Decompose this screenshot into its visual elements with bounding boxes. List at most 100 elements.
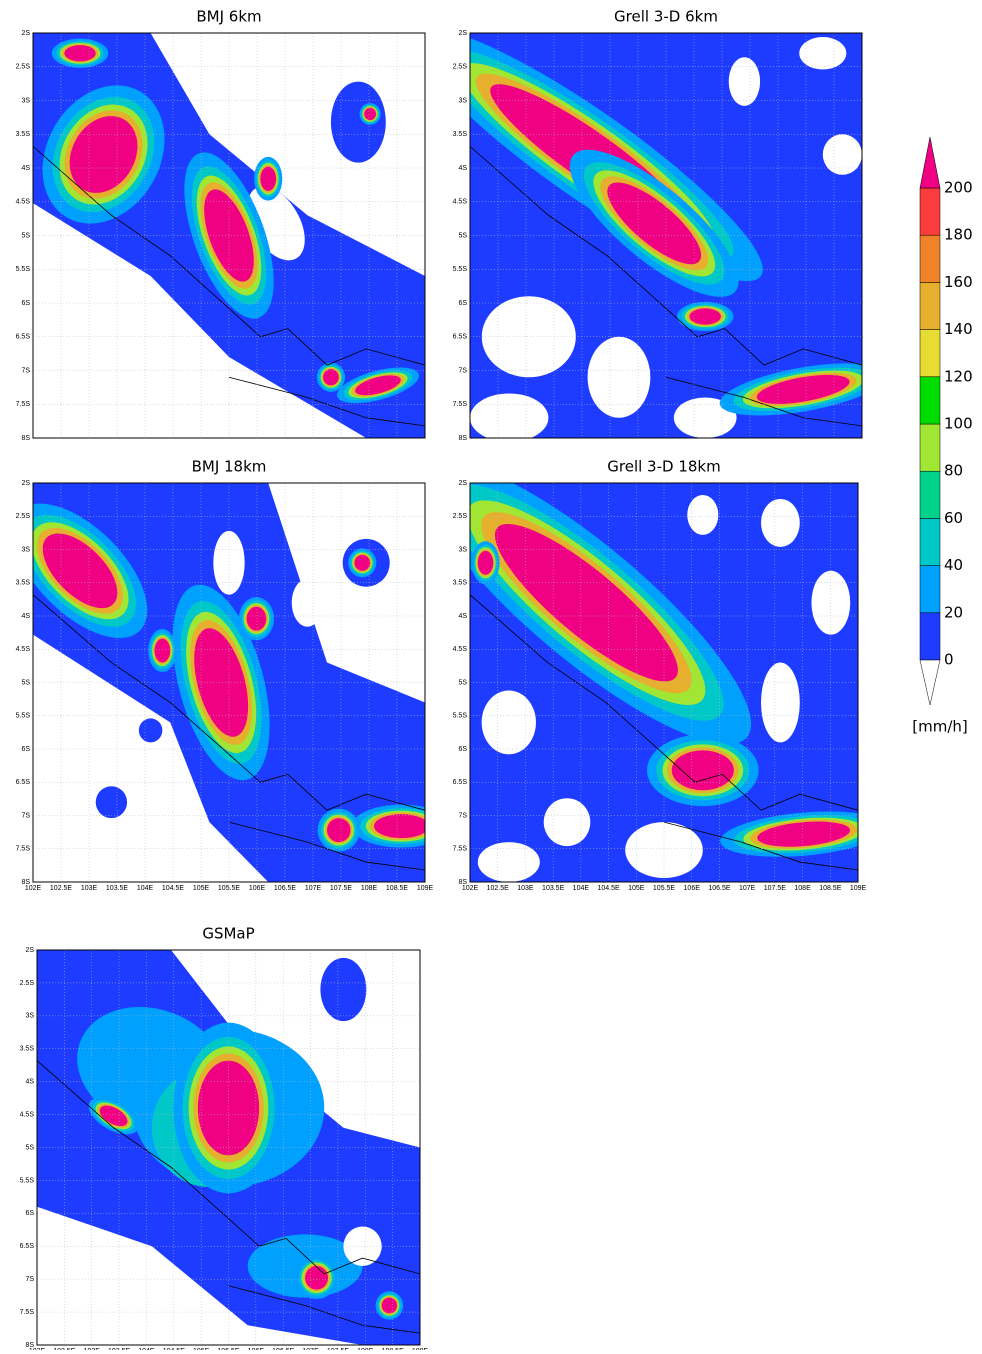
heavy-rain xyxy=(155,639,171,663)
lat-label: 6S xyxy=(458,746,467,753)
colorbar-label: 160 xyxy=(944,273,973,291)
heavy-rain xyxy=(64,45,95,61)
lon-label: 108.5E xyxy=(386,885,409,892)
lat-label: 3.5S xyxy=(20,1046,35,1053)
lon-label: 105.5E xyxy=(653,885,676,892)
lon-label: 102E xyxy=(462,885,479,892)
colorbar-label: 40 xyxy=(944,556,963,574)
panel-title: BMJ 18km xyxy=(192,458,267,476)
rain-area xyxy=(320,958,366,1021)
lat-label: 3S xyxy=(21,546,30,553)
colorbar-label: 120 xyxy=(944,367,973,385)
colorbar-segment xyxy=(920,424,940,471)
lat-label: 2.5S xyxy=(16,64,31,71)
lon-label: 103E xyxy=(517,885,534,892)
lon-label: 103E xyxy=(81,885,98,892)
lon-label: 107.5E xyxy=(764,885,787,892)
lat-label: 3.5S xyxy=(16,131,31,138)
colorbar-label: 0 xyxy=(944,651,954,669)
dry-area xyxy=(482,690,536,754)
lat-label: 7S xyxy=(458,367,467,374)
panel: GSMaP2S2.5S3S3.5S4S4.5S5S5.5S6S6.5S7S7.5… xyxy=(20,925,429,1351)
lat-label: 7.5S xyxy=(453,401,468,408)
lat-label: 7S xyxy=(21,812,30,819)
lat-label: 5S xyxy=(458,679,467,686)
lon-label: 104E xyxy=(573,885,590,892)
rain-area xyxy=(96,786,127,818)
panel: Grell 3-D 6km2S2.5S3S3.5S4S4.5S5S5.5S6S6… xyxy=(389,0,890,442)
figure: BMJ 6km 2S 2.5S 3S 3.5S 4S 4.5S 5S 5.5S 6S 6.5S 7S 7… xyxy=(0,0,982,1350)
lat-label: 6.5S xyxy=(453,779,468,786)
dry-area xyxy=(482,296,576,377)
panel: BMJ 18km2S2.5S3S3.5S4S4.5S5S5.5S6S6.5S7S… xyxy=(0,458,451,892)
lat-label: 4.5S xyxy=(453,646,468,653)
dry-area xyxy=(470,393,548,442)
lat-label: 4.5S xyxy=(20,1111,35,1118)
lat-label: 5S xyxy=(21,679,30,686)
lon-label: 109E xyxy=(417,885,434,892)
colorbar-segment xyxy=(920,518,940,565)
lat-label: 2S xyxy=(25,947,34,954)
lat-label: 5S xyxy=(25,1144,34,1151)
lat-label: 6S xyxy=(458,300,467,307)
lat-label: 5S xyxy=(458,232,467,239)
heavy-rain xyxy=(323,369,339,385)
lat-label: 4S xyxy=(25,1079,34,1086)
dry-area xyxy=(761,499,800,547)
lat-label: 7.5S xyxy=(16,846,31,853)
lat-label: 5.5S xyxy=(16,713,31,720)
lat-label: 7S xyxy=(21,367,30,374)
lon-label: 109E xyxy=(850,885,867,892)
lon-label: 103.5E xyxy=(542,885,565,892)
lat-label: 6S xyxy=(25,1210,34,1217)
lat-label: 7.5S xyxy=(20,1309,35,1316)
lat-label: 7.5S xyxy=(16,401,31,408)
lon-label: 108E xyxy=(794,885,811,892)
lat-label: 5S xyxy=(21,232,30,239)
heavy-rain xyxy=(260,167,276,191)
colorbar-segment xyxy=(920,566,940,613)
lat-label: 7S xyxy=(458,812,467,819)
lon-label: 105E xyxy=(628,885,645,892)
lon-label: 108.5E xyxy=(819,885,842,892)
lat-label: 4S xyxy=(458,165,467,172)
lat-label: 6.5S xyxy=(16,779,31,786)
lon-label: 106.5E xyxy=(274,885,297,892)
colorbar-label: 100 xyxy=(944,415,973,433)
lat-label: 2S xyxy=(458,30,467,37)
lat-label: 6.5S xyxy=(453,334,468,341)
heavy-rain xyxy=(247,607,267,631)
map xyxy=(18,33,425,438)
map xyxy=(0,480,451,882)
panel-title: GSMaP xyxy=(202,925,254,943)
lat-label: 5.5S xyxy=(453,266,468,273)
lat-label: 2S xyxy=(458,480,467,487)
panel-title: Grell 3-D 18km xyxy=(607,458,720,476)
heavy-rain xyxy=(198,1061,259,1156)
colorbar-under xyxy=(920,660,940,705)
lat-label: 6S xyxy=(21,746,30,753)
dry-area xyxy=(799,37,846,69)
lon-label: 104.5E xyxy=(597,885,620,892)
colorbar-label: 80 xyxy=(944,462,963,480)
panel: Grell 3-D 18km2S2.5S3S3.5S4S4.5S5S5.5S6S… xyxy=(389,424,889,892)
dry-area xyxy=(588,337,651,418)
colorbar-label: 60 xyxy=(944,509,963,527)
colorbar-segment xyxy=(920,613,940,660)
lat-label: 8S xyxy=(21,435,30,442)
heavy-rain xyxy=(354,555,370,571)
lon-label: 106E xyxy=(684,885,701,892)
dry-area xyxy=(761,663,800,743)
lon-label: 108E xyxy=(361,885,378,892)
lon-label: 103.5E xyxy=(106,885,129,892)
dry-area xyxy=(292,579,323,627)
rain-area xyxy=(139,718,163,742)
dry-area xyxy=(478,842,540,882)
lat-label: 6S xyxy=(21,300,30,307)
panel-title: BMJ 6km xyxy=(196,8,261,26)
heavy-rain xyxy=(690,308,721,324)
heavy-rain xyxy=(672,750,734,790)
lat-label: 2S xyxy=(21,480,30,487)
heavy-rain xyxy=(364,108,376,120)
colorbar-label: 20 xyxy=(944,603,963,621)
